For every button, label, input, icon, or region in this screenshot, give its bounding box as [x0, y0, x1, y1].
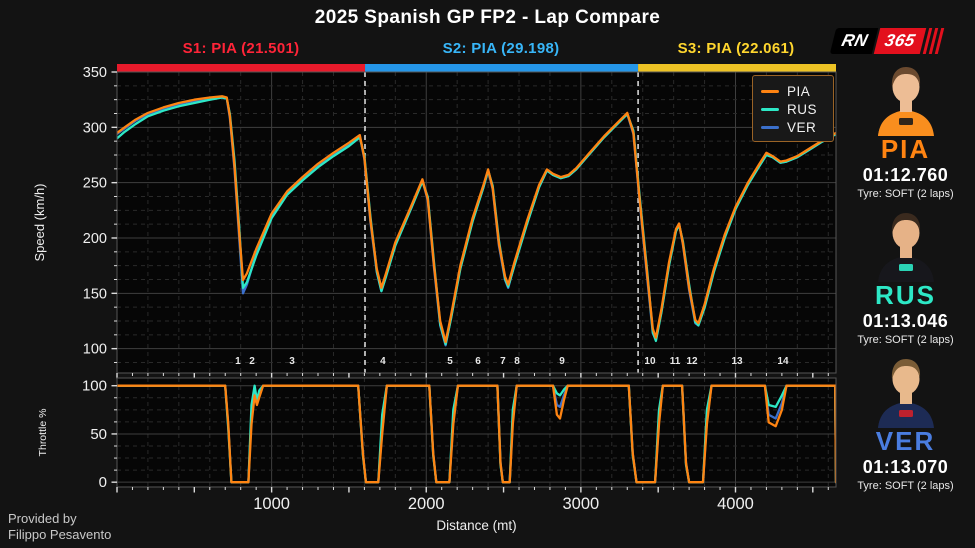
driver-tyre-info: Tyre: SOFT (2 laps)	[857, 188, 954, 201]
y-tick-label: 150	[83, 286, 107, 302]
x-tick-label: 1000	[253, 495, 290, 513]
legend-label: RUS	[787, 101, 818, 117]
turn-marker-3: 3	[289, 356, 295, 367]
driver-photo-pia	[877, 67, 934, 136]
sector-band	[365, 64, 639, 72]
turn-marker-9: 9	[559, 356, 565, 367]
credit-line1: Provided by	[8, 511, 77, 526]
sector-band	[638, 64, 836, 72]
driver-laptime: 01:12.760	[862, 165, 949, 186]
driver-tyre-info: Tyre: SOFT (2 laps)	[857, 334, 954, 347]
driver-card-ver: VER 01:13.070 Tyre: SOFT (2 laps)	[836, 354, 975, 492]
chart-legend: PIA RUS VER	[752, 75, 834, 142]
page-title: 2025 Spanish GP FP2 - Lap Compare	[314, 7, 661, 28]
credit: Provided by Filippo Pesavento	[8, 511, 111, 542]
speed-plot: 1 2 3 4 5 6 7 8 9 10 11 12 13 14100150200250300350Spe…	[32, 64, 837, 379]
driver-code: PIA	[880, 134, 931, 164]
turn-marker-1: 1	[235, 356, 241, 367]
trace-pia	[117, 384, 836, 484]
y-tick-label: 100	[83, 342, 107, 358]
driver-laptime: 01:13.046	[862, 311, 949, 332]
legend-swatch-pia	[761, 89, 779, 93]
driver-tyre-info: Tyre: SOFT (2 laps)	[857, 480, 954, 493]
turn-marker-6: 6	[475, 356, 481, 367]
y-tick-label: 100	[82, 378, 107, 395]
legend-swatch-ver	[761, 125, 779, 129]
turn-marker-11: 11	[670, 356, 681, 367]
y-tick-label: 350	[83, 65, 107, 81]
legend-item-rus: RUS	[761, 100, 825, 118]
throttle-axis-label: Throttle %	[37, 409, 49, 457]
turn-marker-2: 2	[249, 356, 255, 367]
sector-band	[117, 64, 366, 72]
sector-label-s3: S3: PIA (22.061)	[677, 40, 795, 57]
turn-marker-10: 10	[644, 356, 656, 367]
y-tick-label: 250	[83, 176, 107, 192]
speed-axis-label: Speed (km/h)	[32, 183, 47, 261]
throttle-plot: 0 50 100 1000 2000 3000 4000 Throttle % Distance…	[37, 377, 837, 533]
distance-axis-label: Distance (mt)	[436, 518, 516, 533]
sector-label-s1: S1: PIA (21.501)	[182, 40, 300, 57]
legend-label: VER	[787, 119, 817, 135]
trace-pia	[117, 95, 836, 344]
turn-marker-7: 7	[500, 356, 506, 367]
x-tick-label: 4000	[717, 495, 754, 513]
y-tick-label: 50	[90, 426, 107, 443]
turn-marker-13: 13	[731, 356, 743, 367]
turn-marker-8: 8	[514, 356, 520, 367]
turn-marker-5: 5	[447, 356, 453, 367]
x-tick-label: 3000	[563, 495, 600, 513]
turn-marker-14: 14	[777, 356, 789, 367]
driver-photo-rus	[877, 213, 934, 282]
y-tick-label: 0	[99, 474, 107, 491]
driver-laptime: 01:13.070	[862, 457, 949, 478]
turn-marker-12: 12	[686, 356, 698, 367]
driver-photo-ver	[877, 359, 934, 428]
y-tick-label: 300	[83, 120, 107, 136]
driver-card-pia: PIA 01:12.760 Tyre: SOFT (2 laps)	[836, 62, 975, 200]
turn-marker-4: 4	[380, 356, 386, 367]
credit-line2: Filippo Pesavento	[8, 526, 112, 542]
legend-item-ver: VER	[761, 118, 825, 136]
driver-card-rus: RUS 01:13.046 Tyre: SOFT (2 laps)	[836, 208, 975, 346]
y-tick-label: 200	[83, 231, 107, 247]
legend-swatch-rus	[761, 107, 779, 111]
driver-code: VER	[875, 426, 936, 456]
sector-label-s2: S2: PIA (29.198)	[442, 40, 560, 57]
legend-label: PIA	[787, 83, 811, 99]
legend-item-pia: PIA	[761, 82, 825, 100]
driver-code: RUS	[875, 280, 936, 310]
x-tick-label: 2000	[408, 495, 445, 513]
